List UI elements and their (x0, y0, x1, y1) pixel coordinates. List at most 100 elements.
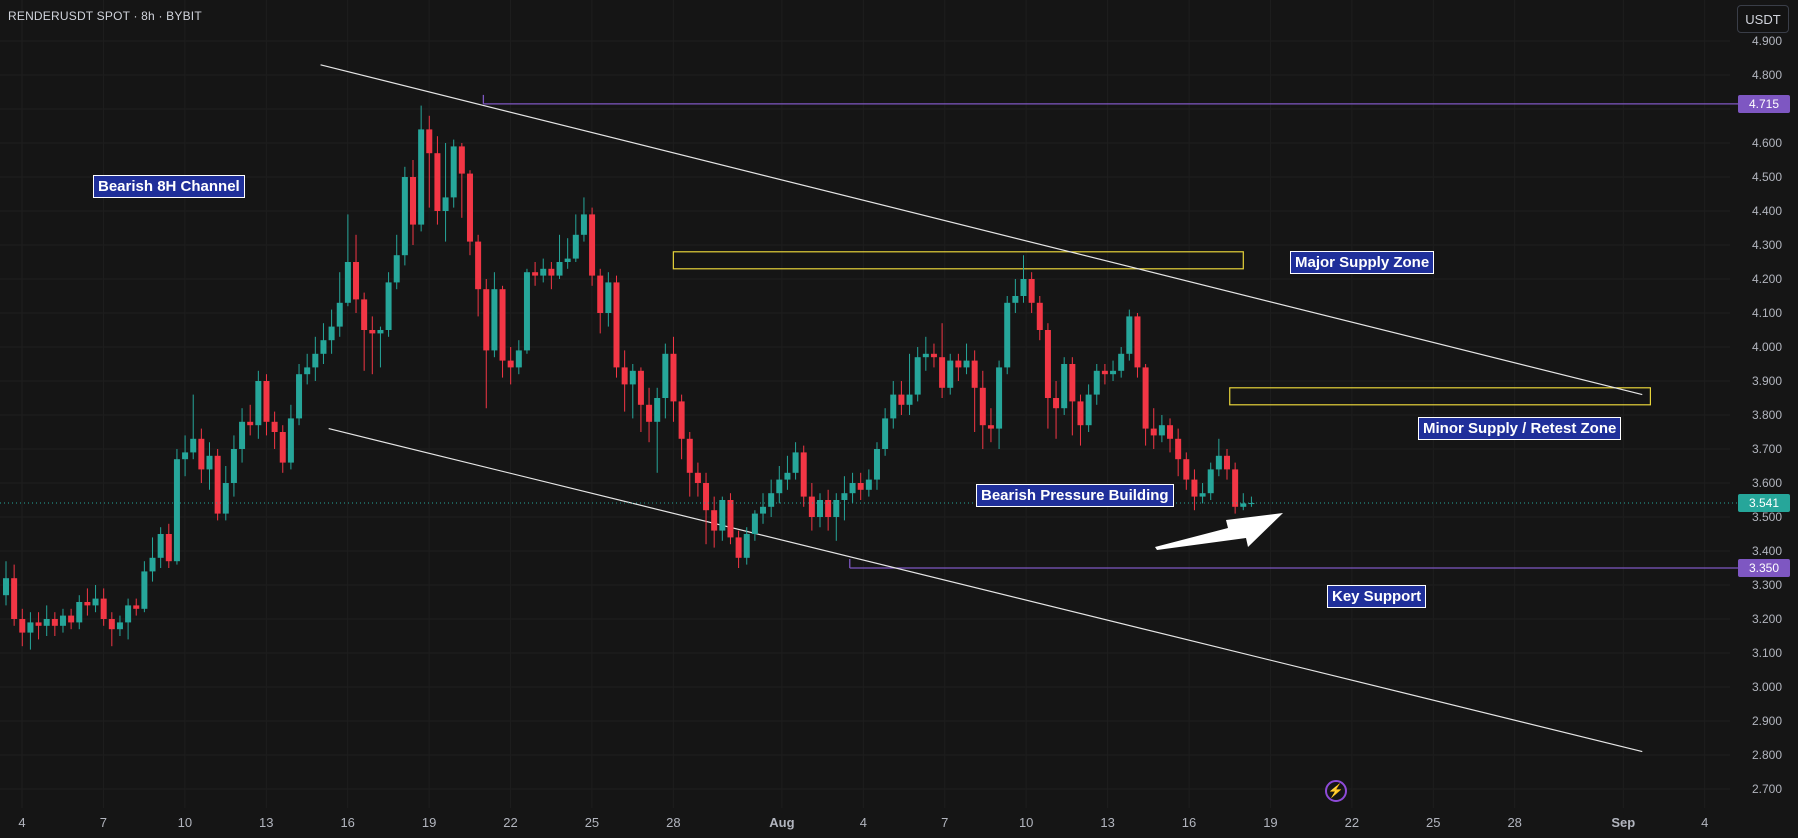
time-tick-label: 25 (585, 815, 599, 830)
candle (320, 323, 327, 364)
candle (450, 139, 457, 208)
candle (1207, 462, 1214, 500)
candle (727, 493, 734, 545)
candle-body (320, 340, 327, 354)
candle (735, 530, 742, 568)
candle (1199, 483, 1206, 504)
candle (523, 268, 530, 354)
candle (711, 496, 718, 548)
candle-body (768, 493, 775, 507)
bearish-channel-lines (320, 64, 1643, 753)
candle (336, 272, 343, 337)
candle-body (1142, 367, 1149, 429)
candle (1085, 384, 1092, 432)
candle (239, 408, 246, 463)
time-tick-label: 16 (340, 815, 354, 830)
candle-body (703, 483, 710, 511)
price-tick-label: 4.900 (1752, 34, 1782, 48)
candle-body (605, 282, 612, 313)
candle (1150, 408, 1157, 449)
candle (1191, 469, 1198, 511)
candle (369, 316, 376, 375)
candle (1240, 493, 1247, 511)
candle-body (1183, 459, 1190, 480)
minor-supply-annotation: Minor Supply / Retest Zone (1418, 417, 1622, 440)
candle-body (751, 513, 758, 534)
candle-body (182, 452, 189, 460)
candle (939, 323, 946, 398)
candle-body (222, 483, 229, 514)
candle (19, 608, 26, 647)
candle-body (336, 302, 343, 327)
currency-button[interactable]: USDT (1737, 5, 1789, 33)
candle-body (51, 619, 58, 626)
candle (108, 612, 115, 647)
candle-body (947, 360, 954, 388)
candle-body (1207, 469, 1214, 494)
candle (572, 214, 579, 262)
candle-body (287, 418, 294, 463)
candle-body (59, 615, 66, 626)
candle-body (19, 619, 26, 633)
candle (654, 387, 661, 473)
price-tick-label: 3.500 (1752, 510, 1782, 524)
candle-body (613, 282, 620, 368)
candle-body (369, 330, 376, 334)
candle-body (108, 619, 115, 630)
candle-body (1232, 469, 1239, 507)
candle (59, 608, 66, 633)
candle-body (1085, 394, 1092, 426)
candle (646, 387, 653, 443)
candle (43, 605, 50, 636)
candle (11, 564, 18, 626)
candle (1183, 452, 1190, 490)
candle (149, 537, 156, 582)
candle (1232, 462, 1239, 514)
candle-body (157, 534, 164, 558)
candle-body (255, 381, 262, 426)
time-axis: 4 7 10 13 16 19 22 25 28 Aug 4 7 10 13 16 19 22 25 28 Sep 4 (18, 815, 1708, 830)
candle-body (719, 500, 726, 531)
candle-body (1061, 364, 1068, 409)
candle-body (532, 272, 539, 276)
candle-body (1158, 425, 1165, 436)
candle-body (1012, 296, 1019, 303)
candle-body (1224, 455, 1230, 470)
candle (1167, 418, 1174, 453)
candle (190, 394, 197, 460)
time-tick-label: 13 (259, 815, 273, 830)
resistance-price-label: 4.715 (1738, 94, 1790, 113)
candle-body (873, 449, 880, 480)
price-tick-label: 2.800 (1752, 748, 1782, 762)
candle-body (898, 394, 905, 405)
candle-body (125, 605, 132, 623)
candle (328, 309, 335, 354)
candle (1012, 279, 1019, 313)
candle (784, 455, 791, 490)
price-tick-label: 2.900 (1752, 714, 1782, 728)
candle-body (328, 326, 335, 341)
candle (304, 353, 311, 385)
candle (564, 238, 571, 269)
candle (84, 588, 91, 616)
candle (1020, 255, 1027, 303)
lightning-icon[interactable]: ⚡ (1325, 780, 1347, 802)
candle-body (116, 622, 123, 630)
candle-body (857, 483, 864, 490)
candle-body (475, 241, 482, 290)
candle (662, 343, 669, 419)
candle-body (76, 602, 83, 623)
candle-body (279, 432, 286, 463)
candle-body (694, 472, 701, 483)
time-tick-label: 7 (100, 815, 107, 830)
candle-body (1044, 330, 1051, 398)
candle-body (304, 367, 311, 375)
candle (1215, 438, 1222, 477)
price-tick-label: 4.600 (1752, 136, 1782, 150)
candle (971, 350, 978, 432)
candle-body (597, 275, 604, 313)
candle-body (963, 360, 970, 368)
candle (35, 612, 42, 640)
candle (1093, 364, 1100, 405)
